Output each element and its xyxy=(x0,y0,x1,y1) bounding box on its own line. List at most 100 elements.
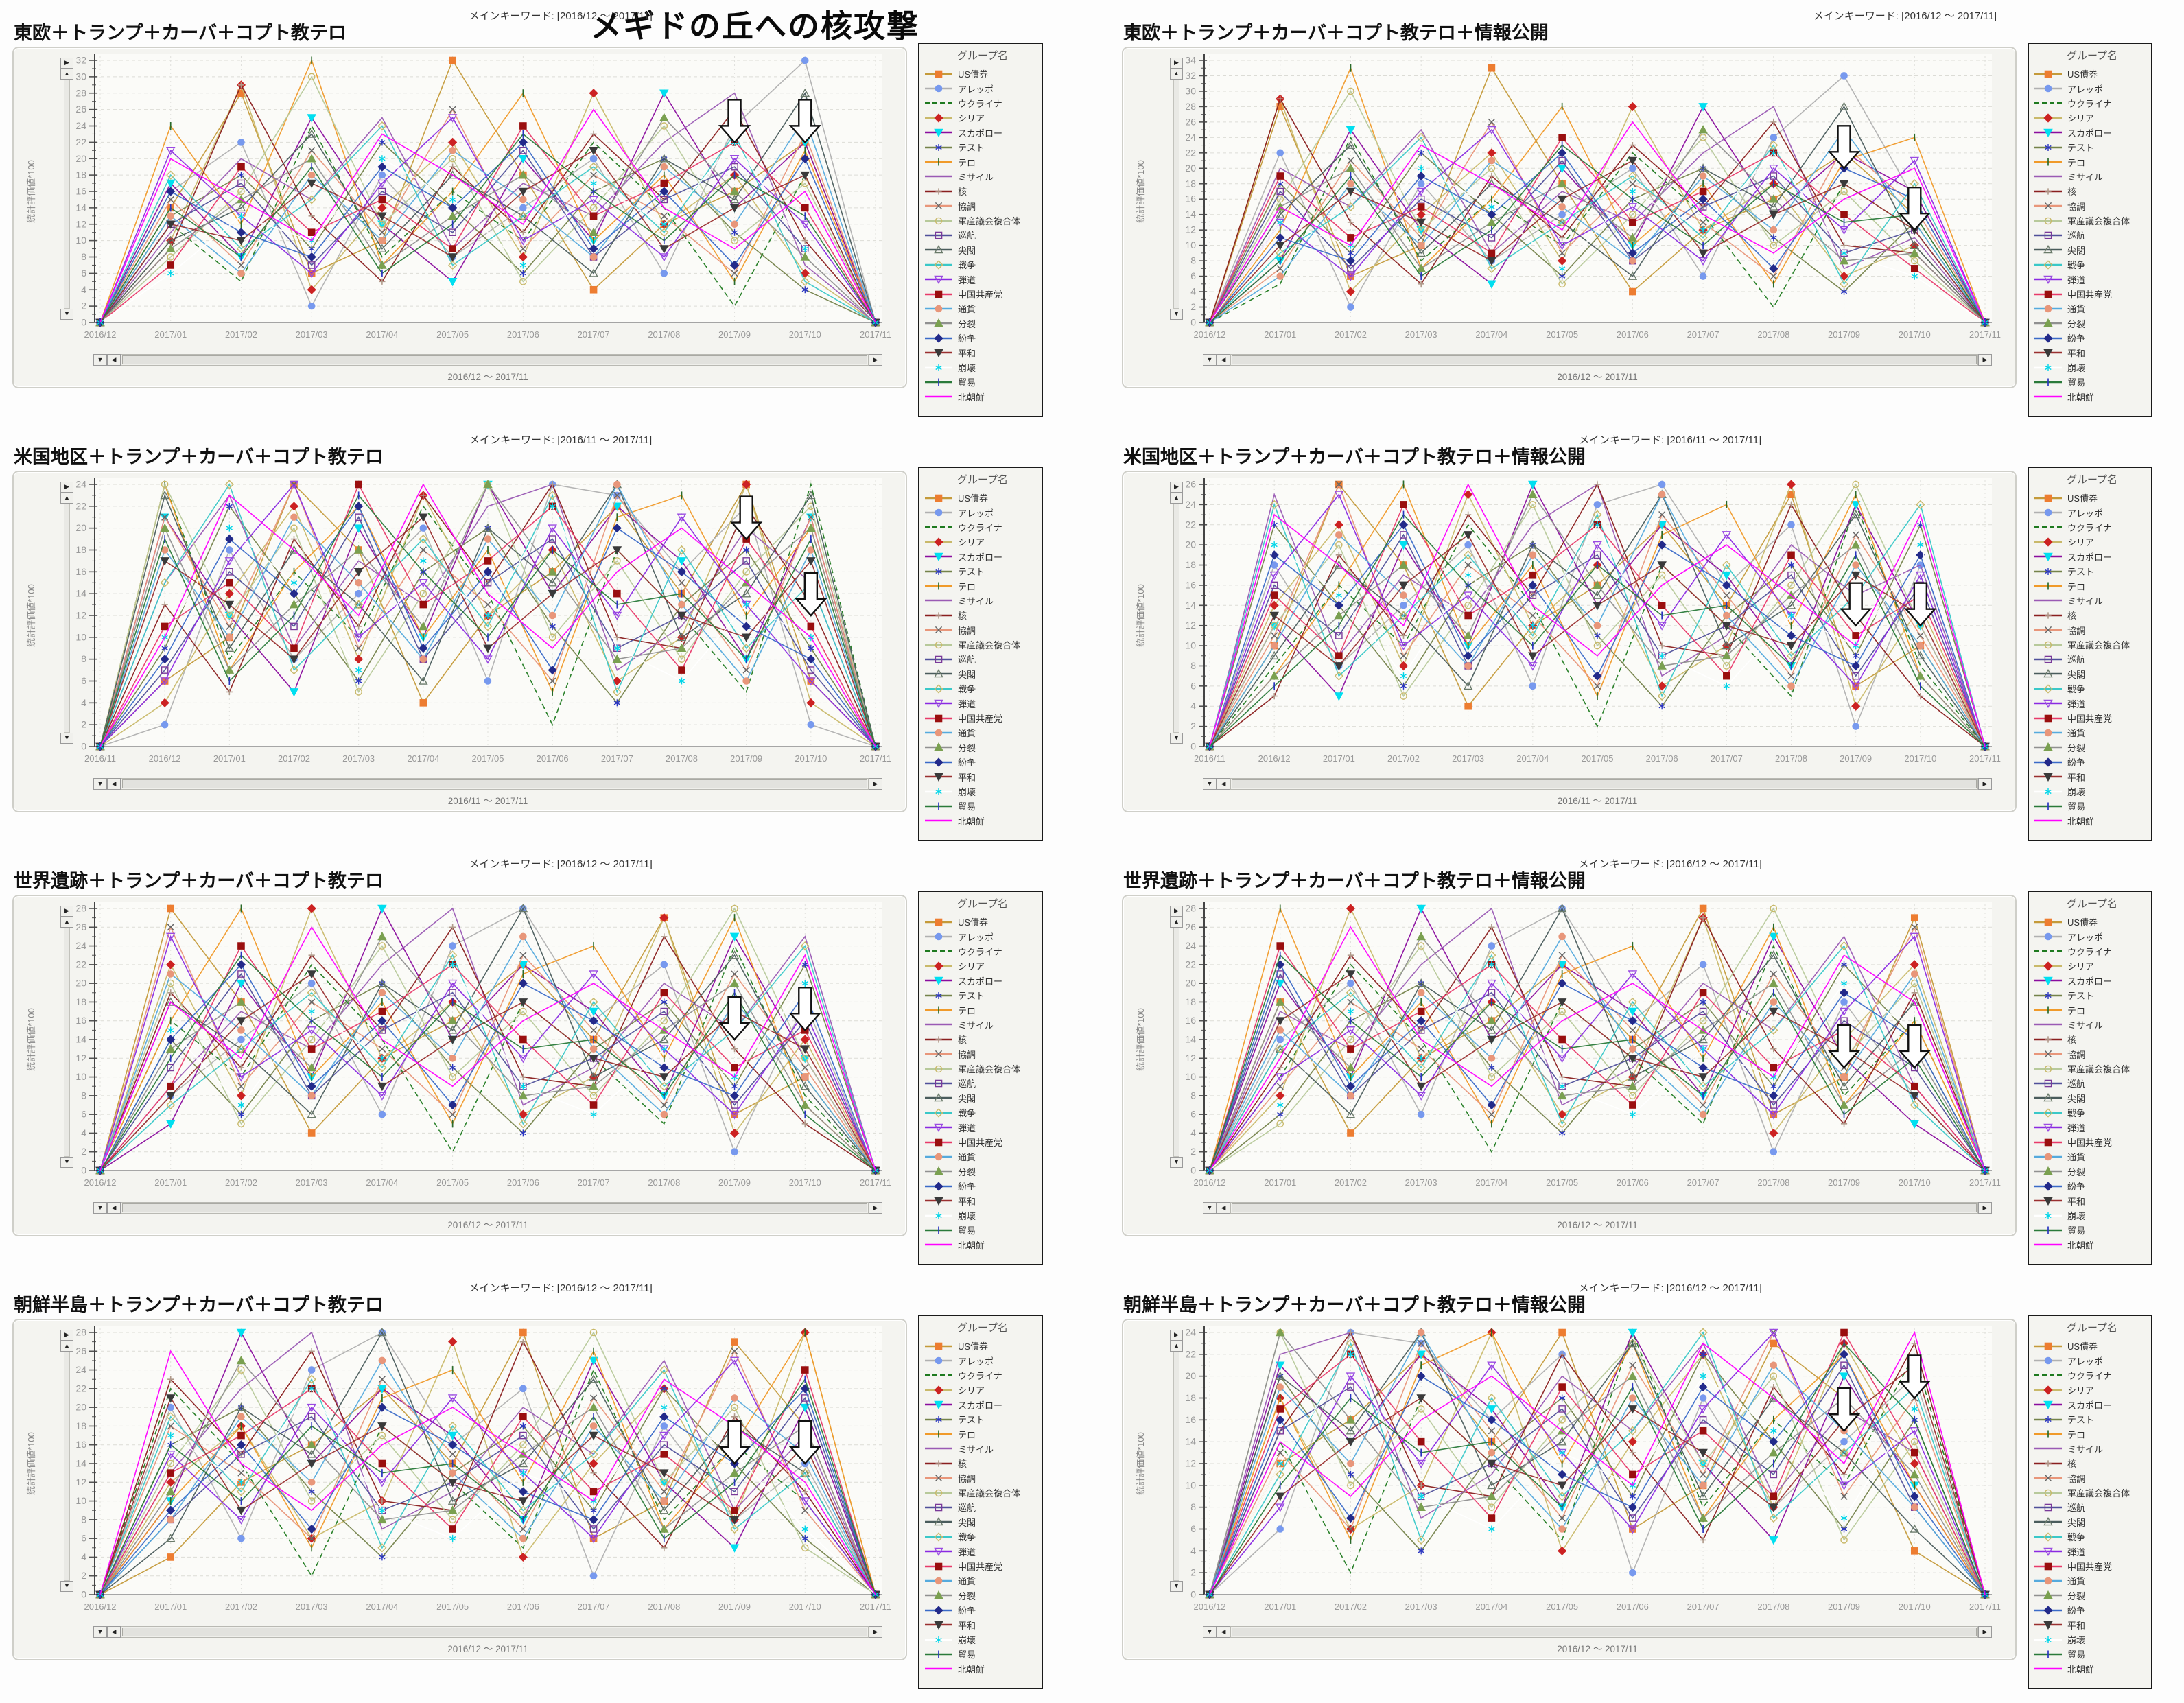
legend-item[interactable]: スカポロー xyxy=(924,126,1042,140)
legend-item[interactable]: 巡航 xyxy=(924,228,1042,242)
x-axis-scrollbar[interactable]: ▼ ◀ ▶ xyxy=(1203,778,1992,790)
legend-item[interactable]: 通貨 xyxy=(924,301,1042,316)
scroll-dropdown-icon[interactable]: ▼ xyxy=(1203,354,1217,366)
legend-item[interactable]: テスト xyxy=(2033,140,2151,154)
legend-item[interactable]: US債券 xyxy=(2033,67,2151,81)
y-scroll-track[interactable] xyxy=(64,928,70,1157)
legend-item[interactable]: 中国共産党 xyxy=(2033,1559,2151,1573)
legend-item[interactable]: テスト xyxy=(2033,564,2151,578)
legend-item[interactable]: テロ xyxy=(924,578,1042,593)
y-axis-scrollbar[interactable]: ▶ ▲ ▼ xyxy=(60,906,73,1168)
legend-item[interactable]: 尖閣 xyxy=(924,1091,1042,1105)
legend-item[interactable]: 巡航 xyxy=(2033,652,2151,666)
x-axis-scrollbar[interactable]: ▼ ◀ ▶ xyxy=(1203,1202,1992,1214)
legend-item[interactable]: ミサイル xyxy=(924,1442,1042,1456)
legend-item[interactable]: 弾道 xyxy=(2033,696,2151,710)
legend-item[interactable]: ミサイル xyxy=(924,594,1042,608)
y-scroll-track[interactable] xyxy=(1173,928,1179,1157)
legend-item[interactable]: 平和 xyxy=(924,1617,1042,1632)
legend-item[interactable]: アレッポ xyxy=(2033,505,2151,519)
legend-item[interactable]: 分裂 xyxy=(2033,1588,2151,1603)
legend-item[interactable]: 軍産議会複合体 xyxy=(2033,213,2151,228)
legend-item[interactable]: ウクライナ xyxy=(924,1368,1042,1383)
legend-item[interactable]: 分裂 xyxy=(924,1588,1042,1603)
legend-item[interactable]: 協調 xyxy=(924,623,1042,637)
legend-item[interactable]: シリア xyxy=(2033,110,2151,125)
legend-item[interactable]: 北朝鮮 xyxy=(924,1238,1042,1252)
legend-item[interactable]: 崩壊 xyxy=(2033,784,2151,799)
legend-item[interactable]: スカポロー xyxy=(924,550,1042,564)
legend-item[interactable]: ミサイル xyxy=(2033,169,2151,184)
legend-item[interactable]: 紛争 xyxy=(2033,1603,2151,1617)
legend-item[interactable]: テロ xyxy=(924,1002,1042,1017)
legend-item[interactable]: 軍産議会複合体 xyxy=(2033,1061,2151,1076)
scroll-up-icon[interactable]: ▲ xyxy=(60,917,73,928)
legend-item[interactable]: 中国共産党 xyxy=(2033,1135,2151,1149)
legend-item[interactable]: 平和 xyxy=(2033,1617,2151,1632)
legend-item[interactable]: 弾道 xyxy=(2033,1120,2151,1134)
legend-item[interactable]: ウクライナ xyxy=(2033,944,2151,959)
scroll-left-icon[interactable]: ◀ xyxy=(1217,778,1230,790)
legend-item[interactable]: 中国共産党 xyxy=(2033,711,2151,725)
legend-item[interactable]: 尖閣 xyxy=(924,1515,1042,1529)
y-axis-scrollbar[interactable]: ▶ ▲ ▼ xyxy=(1170,58,1183,320)
legend-item[interactable]: 平和 xyxy=(924,769,1042,784)
scroll-dropdown-icon[interactable]: ▼ xyxy=(1203,778,1217,790)
legend-item[interactable]: 尖閣 xyxy=(2033,1515,2151,1529)
legend-item[interactable]: 尖閣 xyxy=(2033,243,2151,257)
scroll-up-icon[interactable]: ▲ xyxy=(1170,1341,1183,1352)
legend-item[interactable]: 尖閣 xyxy=(2033,1091,2151,1105)
legend-item[interactable]: 紛争 xyxy=(2033,331,2151,345)
legend-item[interactable]: 尖閣 xyxy=(924,243,1042,257)
legend-item[interactable]: 核 xyxy=(2033,184,2151,198)
scroll-right-arrow-icon[interactable]: ▶ xyxy=(1978,354,1992,366)
legend-item[interactable]: 通貨 xyxy=(924,1573,1042,1588)
scroll-left-icon[interactable]: ◀ xyxy=(1217,354,1230,366)
legend-item[interactable]: 紛争 xyxy=(924,1603,1042,1617)
legend-item[interactable]: 中国共産党 xyxy=(924,1559,1042,1573)
legend-item[interactable]: アレッポ xyxy=(2033,81,2151,95)
legend-item[interactable]: テスト xyxy=(924,988,1042,1002)
legend-item[interactable]: スカポロー xyxy=(2033,550,2151,564)
legend-item[interactable]: アレッポ xyxy=(924,1353,1042,1367)
x-scroll-thumb[interactable] xyxy=(1232,1203,1977,1212)
legend-item[interactable]: US債券 xyxy=(2033,915,2151,929)
x-scroll-track[interactable] xyxy=(1230,354,1978,366)
x-scroll-track[interactable] xyxy=(1230,1626,1978,1638)
legend-item[interactable]: 戦争 xyxy=(924,1105,1042,1120)
scroll-dropdown-icon[interactable]: ▼ xyxy=(93,1202,107,1214)
legend-item[interactable]: 貿易 xyxy=(924,375,1042,389)
x-scroll-track[interactable] xyxy=(121,354,869,366)
legend-item[interactable]: 北朝鮮 xyxy=(2033,390,2151,404)
scroll-down-icon[interactable]: ▼ xyxy=(60,1157,73,1168)
scroll-right-icon[interactable]: ▶ xyxy=(60,482,73,493)
legend-item[interactable]: テロ xyxy=(2033,1426,2151,1441)
legend-item[interactable]: 巡航 xyxy=(924,1500,1042,1514)
x-scroll-thumb[interactable] xyxy=(1232,1628,1977,1636)
scroll-right-icon[interactable]: ▶ xyxy=(60,1330,73,1341)
legend-item[interactable]: ミサイル xyxy=(924,1018,1042,1032)
legend-item[interactable]: 貿易 xyxy=(2033,375,2151,389)
legend-item[interactable]: 巡航 xyxy=(924,1076,1042,1090)
scroll-left-icon[interactable]: ◀ xyxy=(107,778,121,790)
y-axis-scrollbar[interactable]: ▶ ▲ ▼ xyxy=(60,482,73,744)
x-axis-scrollbar[interactable]: ▼ ◀ ▶ xyxy=(1203,354,1992,366)
legend-item[interactable]: 通貨 xyxy=(924,1149,1042,1164)
legend-item[interactable]: 崩壊 xyxy=(2033,360,2151,375)
scroll-up-icon[interactable]: ▲ xyxy=(1170,69,1183,80)
legend-item[interactable]: 弾道 xyxy=(924,272,1042,286)
legend-item[interactable]: 軍産議会複合体 xyxy=(924,637,1042,652)
legend-item[interactable]: 戦争 xyxy=(2033,681,2151,696)
scroll-right-icon[interactable]: ▶ xyxy=(60,906,73,917)
y-axis-scrollbar[interactable]: ▶ ▲ ▼ xyxy=(1170,482,1183,744)
legend-item[interactable]: テスト xyxy=(2033,988,2151,1002)
legend-item[interactable]: テスト xyxy=(924,1412,1042,1426)
legend-item[interactable]: 貿易 xyxy=(924,1223,1042,1237)
legend-item[interactable]: 分裂 xyxy=(924,740,1042,755)
legend-item[interactable]: ミサイル xyxy=(2033,1018,2151,1032)
scroll-left-icon[interactable]: ◀ xyxy=(107,354,121,366)
legend-item[interactable]: 核 xyxy=(924,608,1042,622)
scroll-right-icon[interactable]: ▶ xyxy=(1170,58,1183,69)
legend-item[interactable]: 崩壊 xyxy=(924,784,1042,799)
legend-item[interactable]: 核 xyxy=(924,184,1042,198)
